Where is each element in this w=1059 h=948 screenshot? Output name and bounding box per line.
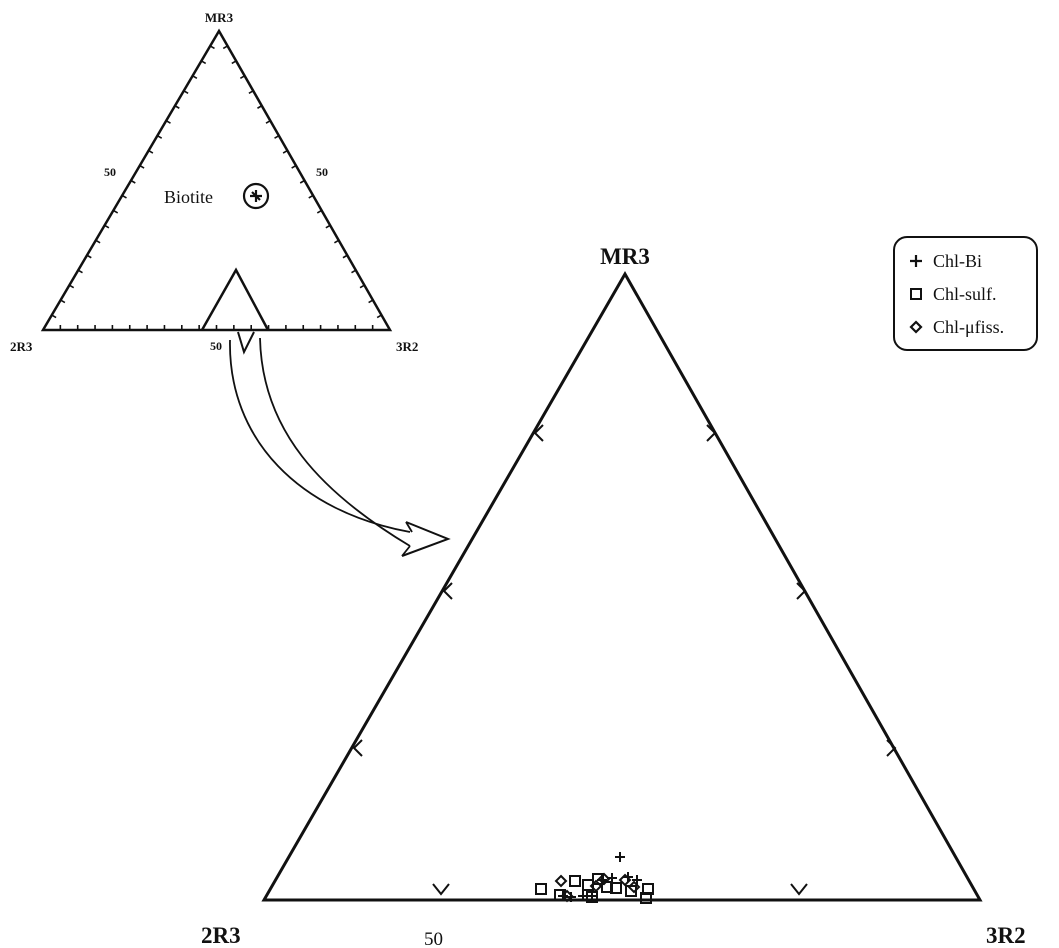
chl-mufiss-point bbox=[589, 879, 603, 893]
legend-item-chl-sulf: Chl-sulf. bbox=[905, 281, 997, 307]
legend: Chl-Bi Chl-sulf. Chl-μfiss. bbox=[893, 236, 1038, 351]
legend-item-chl-mufiss: Chl-μfiss. bbox=[905, 314, 1004, 340]
inset-tick bbox=[95, 239, 101, 244]
inset-tick bbox=[376, 314, 382, 319]
inset-tick bbox=[60, 299, 66, 304]
diamond-icon bbox=[905, 320, 927, 334]
square-icon bbox=[905, 287, 927, 301]
chl-sulf-point bbox=[569, 875, 581, 887]
chl-sulf-point bbox=[554, 889, 566, 901]
inset-tick bbox=[231, 60, 237, 65]
inset-tick bbox=[77, 269, 83, 274]
inset-tick bbox=[112, 209, 119, 214]
inset-tick bbox=[121, 194, 127, 199]
chl-mufiss-point bbox=[554, 874, 568, 888]
inset-tick bbox=[368, 299, 374, 304]
chl-sulf-point bbox=[610, 882, 622, 894]
inset-tick bbox=[325, 224, 331, 229]
inset-tick bbox=[165, 120, 171, 124]
main-vertex-right-label: 3R2 bbox=[986, 923, 1026, 948]
inset-tick bbox=[274, 134, 280, 139]
main-ticks bbox=[352, 424, 897, 896]
chl-bi-point bbox=[615, 852, 625, 862]
inset-left-tick-label: 50 bbox=[104, 165, 116, 179]
inset-tick bbox=[359, 284, 365, 289]
inset-tick bbox=[333, 239, 340, 244]
legend-label: Chl-Bi bbox=[933, 250, 983, 271]
inset-tick bbox=[308, 194, 314, 199]
inset-triangle bbox=[40, 28, 393, 332]
chl-mufiss-point bbox=[560, 889, 574, 903]
inset-tick bbox=[148, 149, 154, 154]
legend-item-chl-bi: Chl-Bi bbox=[905, 248, 982, 274]
inset-tick bbox=[51, 314, 57, 319]
inset-tick bbox=[282, 149, 288, 154]
main-bottom-tick-label: 50 bbox=[424, 929, 443, 948]
inset-tick bbox=[299, 179, 305, 184]
legend-label: Chl-μfiss. bbox=[933, 316, 1005, 337]
legend-label: Chl-sulf. bbox=[933, 283, 997, 304]
inset-vertex-right-label: 3R2 bbox=[396, 339, 418, 354]
biotite-marker bbox=[242, 182, 270, 210]
biotite-label: Biotite bbox=[164, 187, 213, 207]
inset-tick bbox=[68, 284, 75, 289]
inset-tick bbox=[130, 179, 136, 184]
chl-sulf-point bbox=[640, 892, 652, 904]
inset-tick bbox=[209, 45, 215, 50]
main-triangle bbox=[261, 270, 983, 902]
main-vertex-left-label: 2R3 bbox=[201, 923, 241, 948]
inset-tick bbox=[86, 254, 92, 259]
inset-tick bbox=[200, 60, 207, 65]
plus-icon bbox=[905, 254, 927, 268]
inset-tick bbox=[183, 90, 189, 94]
inset-ticks bbox=[51, 45, 382, 330]
chl-sulf-point bbox=[586, 891, 598, 903]
inset-tick bbox=[342, 254, 348, 259]
inset-vertex-top-label: MR3 bbox=[205, 10, 234, 25]
chl-sulf-point bbox=[535, 883, 547, 895]
inset-vertex-left-label: 2R3 bbox=[10, 339, 33, 354]
inset-tick bbox=[192, 75, 198, 80]
chl-mufiss-point bbox=[618, 873, 632, 887]
inset-bottom-tick-label: 50 bbox=[210, 339, 222, 353]
inset-tick bbox=[239, 75, 246, 80]
chl-mufiss-point bbox=[627, 880, 641, 894]
inset-right-tick-label: 50 bbox=[316, 165, 328, 179]
inset-tick bbox=[291, 164, 297, 169]
inset-tick bbox=[174, 105, 180, 109]
chl-bi-point bbox=[632, 875, 642, 885]
chl-mufiss-point bbox=[597, 872, 611, 886]
zoom-arrow bbox=[229, 331, 451, 557]
inset-tick bbox=[156, 134, 163, 139]
main-data-points bbox=[535, 852, 654, 904]
inset-tick bbox=[104, 224, 110, 229]
inset-ternary bbox=[40, 28, 393, 332]
inset-tick bbox=[248, 90, 254, 94]
inset-tick bbox=[139, 164, 145, 169]
main-vertex-top-label: MR3 bbox=[600, 244, 650, 269]
inset-tick bbox=[265, 120, 271, 124]
main-ternary bbox=[261, 270, 983, 902]
inset-tick bbox=[316, 209, 323, 214]
inset-tick bbox=[222, 45, 228, 50]
inset-zoom-region bbox=[200, 267, 270, 331]
inset-tick bbox=[351, 269, 357, 274]
inset-tick bbox=[257, 105, 263, 109]
